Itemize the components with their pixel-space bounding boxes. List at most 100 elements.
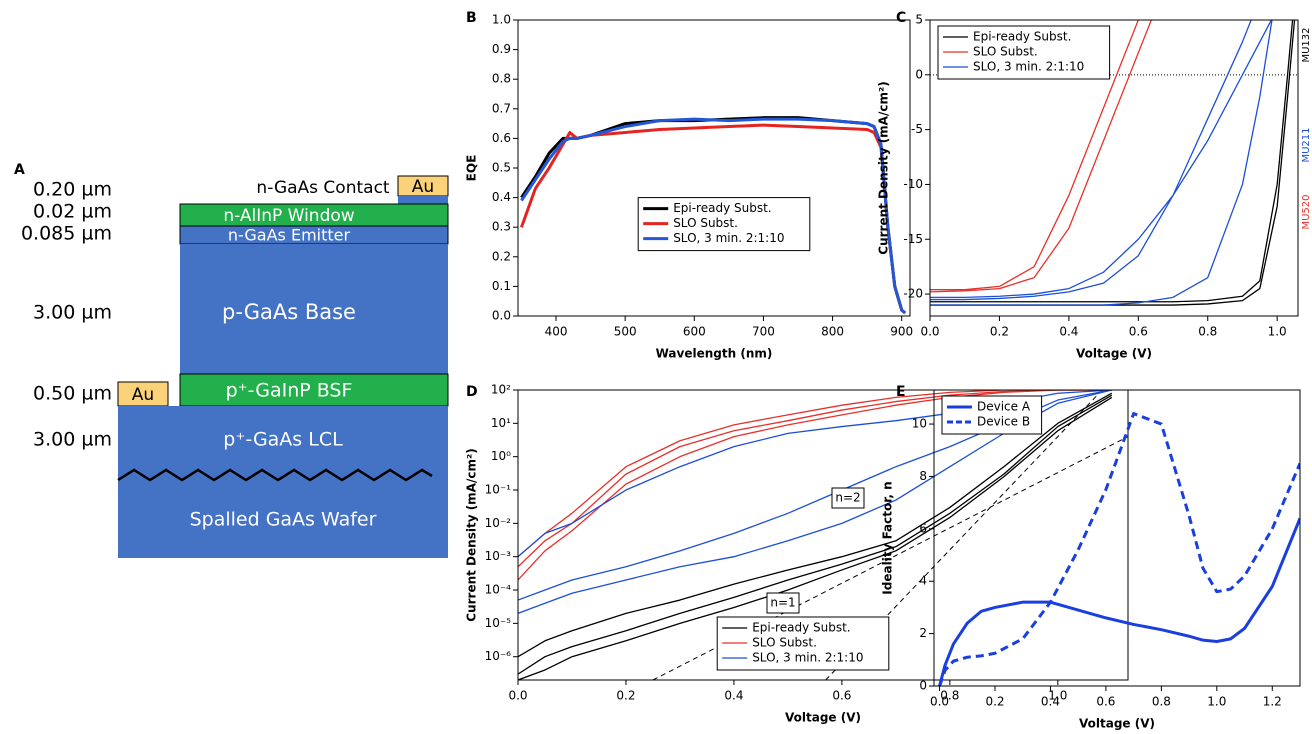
plot-frame bbox=[517, 389, 1129, 681]
y-tick-label: 8 bbox=[919, 469, 927, 483]
x-axis-label: Voltage (V) bbox=[1079, 717, 1155, 731]
chart-panel: C 0.0 0.2 0.4 0.6 0.8 1.0 -20 -15 -10 -5 0 5 Voltage … bbox=[877, 10, 1312, 361]
legend: Epi-ready Subst.SLO Subst.SLO, 3 min. 2:… bbox=[716, 616, 890, 671]
y-tick-label: 0 bbox=[915, 67, 923, 81]
legend-label: Epi-ready Subst. bbox=[673, 201, 771, 215]
plot-frame bbox=[517, 19, 911, 317]
x-tick-label: 800 bbox=[821, 325, 844, 339]
y-axis-label: Current Density (mA/cm²) bbox=[465, 448, 479, 621]
y-tick-label: -5 bbox=[911, 122, 923, 136]
data-line bbox=[518, 394, 1113, 675]
y-tick-label: 10⁻⁴ bbox=[485, 583, 512, 597]
y-axis-label: Current Density (mA/cm²) bbox=[877, 81, 891, 254]
legend-label: SLO, 3 min. 2:1:10 bbox=[673, 231, 784, 245]
legend-label: SLO Subst. bbox=[973, 45, 1038, 59]
thickness-label: 0.50 µm bbox=[33, 383, 112, 405]
data-line bbox=[520, 117, 907, 315]
x-tick-label: 900 bbox=[890, 325, 913, 339]
y-tick-label: 10⁻² bbox=[485, 516, 512, 530]
spall-line bbox=[117, 468, 433, 482]
x-tick-label: 500 bbox=[614, 325, 637, 339]
x-tick-label: 600 bbox=[683, 325, 706, 339]
x-tick-label: 0.6 bbox=[832, 689, 851, 703]
plot-frame bbox=[929, 19, 1299, 317]
reference-label-box bbox=[831, 487, 865, 509]
bsf-layer bbox=[179, 373, 449, 407]
data-line bbox=[518, 392, 1113, 658]
x-tick-label: 0.4 bbox=[1059, 325, 1078, 339]
y-tick-label: 0.9 bbox=[492, 42, 511, 56]
data-line bbox=[938, 517, 1300, 686]
y-tick-label: -10 bbox=[903, 177, 923, 191]
data-line bbox=[930, 20, 1273, 306]
layer-label: n-GaAs Contact bbox=[256, 178, 389, 198]
x-tick-label: 0.8 bbox=[1152, 695, 1171, 709]
data-line bbox=[930, 20, 1273, 299]
y-tick-label: 10⁻⁵ bbox=[485, 616, 512, 630]
reference-label-box bbox=[766, 592, 800, 614]
x-tick-label: 1.2 bbox=[1263, 695, 1282, 709]
layer-label: p⁺-GaInP BSF bbox=[226, 380, 353, 402]
thickness-label: 0.20 µm bbox=[33, 179, 112, 201]
x-tick-label: 700 bbox=[752, 325, 775, 339]
panel-label: D bbox=[466, 384, 478, 400]
data-line bbox=[930, 20, 1153, 293]
legend: Epi-ready Subst.SLO Subst.SLO, 3 min. 2:… bbox=[937, 25, 1111, 80]
data-line bbox=[930, 20, 1252, 301]
x-tick-label: 0.4 bbox=[724, 689, 743, 703]
y-tick-label: 6 bbox=[919, 521, 927, 535]
y-tick-label: 4 bbox=[919, 574, 927, 588]
y-tick-label: 0.7 bbox=[492, 101, 511, 115]
data-line bbox=[518, 396, 1113, 680]
layer-label: p⁺-GaAs LCL bbox=[223, 429, 343, 451]
panel-a: A 0.20 µm 0.02 µm 0.085 µm 3.00 µm 0.50 … bbox=[14, 162, 449, 558]
reference-label: n=2 bbox=[835, 491, 860, 505]
y-tick-label: 0.3 bbox=[492, 220, 511, 234]
legend-label: Device B bbox=[977, 415, 1030, 429]
thickness-label: 0.02 µm bbox=[33, 201, 112, 223]
x-tick-label: 0.6 bbox=[1129, 325, 1148, 339]
y-tick-label: 1.0 bbox=[492, 13, 511, 27]
x-axis-label: Voltage (V) bbox=[785, 711, 861, 725]
side-label: MU211 bbox=[1301, 127, 1312, 162]
panel-label: E bbox=[896, 384, 906, 400]
x-tick-label: 0.8 bbox=[1198, 325, 1217, 339]
thickness-label: 3.00 µm bbox=[33, 429, 112, 451]
y-axis-label: Ideality Factor, n bbox=[881, 481, 895, 594]
x-tick-label: 400 bbox=[545, 325, 568, 339]
y-tick-label: 10⁻¹ bbox=[485, 483, 512, 497]
x-axis-label: Wavelength (nm) bbox=[656, 347, 773, 361]
y-tick-label: 10⁻³ bbox=[485, 549, 512, 563]
y-tick-label: -20 bbox=[903, 287, 923, 301]
au-contact bbox=[117, 381, 169, 407]
reference-line bbox=[825, 390, 1103, 680]
x-tick-label: 0.0 bbox=[930, 695, 949, 709]
x-tick-label: 0.0 bbox=[508, 689, 527, 703]
x-tick-label: 0.4 bbox=[1041, 695, 1060, 709]
plot-area bbox=[930, 20, 1298, 306]
contact-layer bbox=[398, 196, 448, 204]
data-line bbox=[930, 20, 1140, 291]
reference-line bbox=[652, 436, 1128, 680]
chart-panel: B 400 500 600 700 800 900 0.0 0.1 0.2 0.3 0.4 0.5 0.6… bbox=[465, 10, 914, 361]
y-tick-label: 5 bbox=[915, 13, 923, 27]
y-tick-label: 10 bbox=[912, 417, 927, 431]
plot-area bbox=[938, 412, 1300, 686]
layer-label: p-GaAs Base bbox=[222, 300, 356, 324]
y-tick-label: 0.2 bbox=[492, 249, 511, 263]
x-tick-label: 0.2 bbox=[616, 689, 635, 703]
legend-label: Device A bbox=[977, 400, 1031, 414]
panel-label: B bbox=[466, 10, 477, 26]
legend-label: Epi-ready Subst. bbox=[752, 621, 850, 635]
x-tick-label: 1.0 bbox=[1048, 689, 1067, 703]
legend: Epi-ready Subst.SLO Subst.SLO, 3 min. 2:… bbox=[637, 197, 811, 252]
legend-box bbox=[941, 395, 1043, 435]
thickness-label: 3.00 µm bbox=[33, 302, 112, 324]
plot-area bbox=[520, 116, 907, 315]
y-tick-label: 0.6 bbox=[492, 131, 511, 145]
y-tick-label: 0.0 bbox=[492, 309, 511, 323]
chart-panel: E 0.0 0.2 0.4 0.6 0.8 1.0 1.2 0 2 4 6 8 10 Voltage (V)… bbox=[881, 384, 1301, 731]
y-tick-label: 2 bbox=[919, 626, 927, 640]
data-line bbox=[518, 390, 1112, 558]
